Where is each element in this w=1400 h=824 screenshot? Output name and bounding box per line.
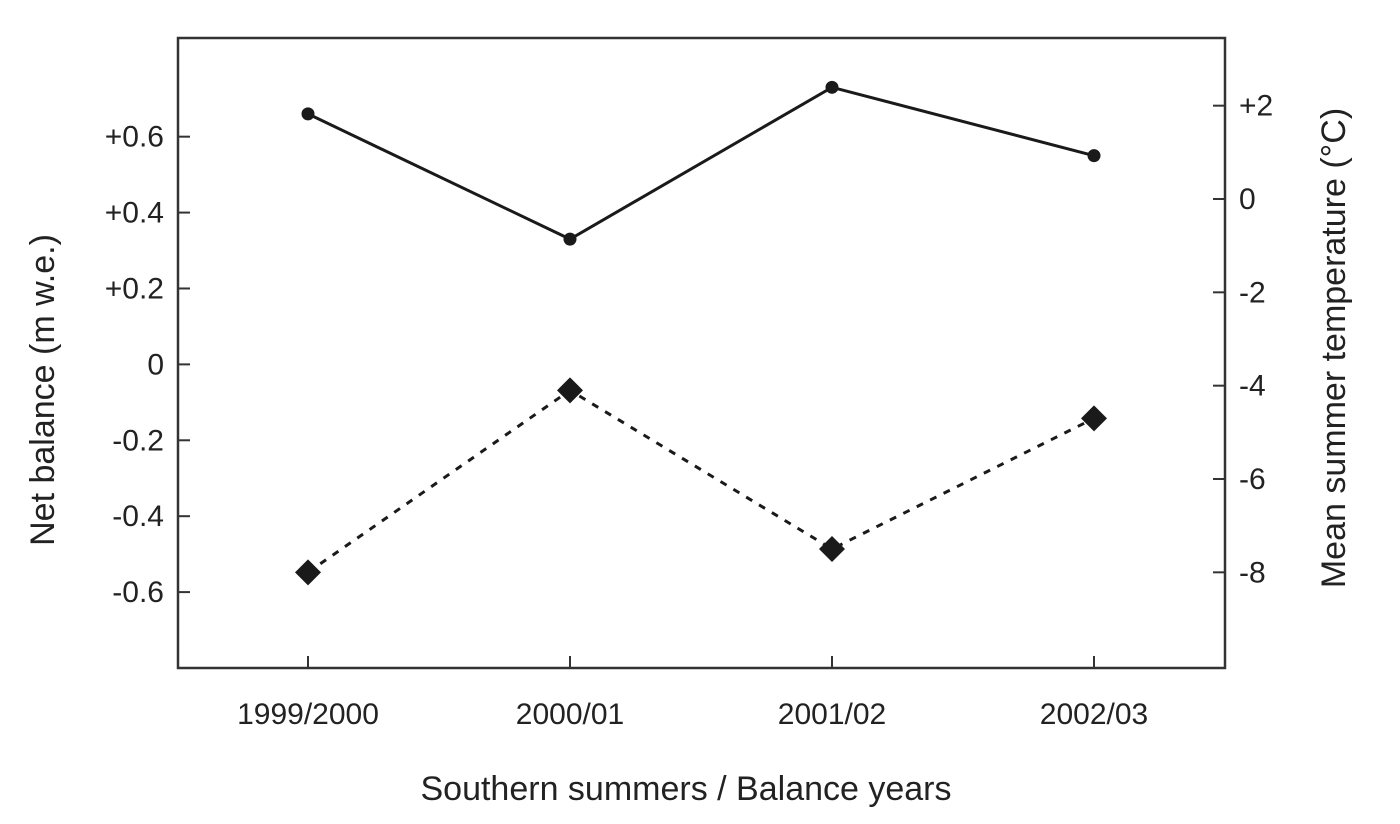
- right-tick-label: 0: [1239, 183, 1256, 216]
- left-tick-label: +0.2: [105, 272, 164, 305]
- left-axis-title: Net balance (m w.e.): [24, 234, 62, 546]
- x-tick-label: 1999/2000: [237, 698, 379, 731]
- x-tick-label: 2002/03: [1040, 698, 1148, 731]
- series-1-point: [301, 107, 315, 121]
- right-tick-label: +2: [1239, 90, 1273, 123]
- left-tick-label: +0.6: [105, 121, 164, 154]
- right-tick-label: -4: [1239, 370, 1266, 403]
- x-tick-label: 2001/02: [778, 698, 886, 731]
- left-tick-label: -0.2: [112, 424, 164, 457]
- left-tick-label: 0: [147, 348, 164, 381]
- series-2-point: [819, 536, 845, 562]
- series-1-line: [307, 85, 1095, 241]
- left-tick-label: -0.6: [112, 576, 164, 609]
- plot-frame: [176, 36, 1227, 670]
- series-layer: [295, 80, 1107, 586]
- series-2-line: [307, 388, 1095, 574]
- right-tick-label: -6: [1239, 463, 1266, 496]
- series-2-point: [295, 559, 321, 586]
- series-1-point: [1087, 149, 1101, 163]
- x-axis-title: Southern summers / Balance years: [420, 770, 951, 808]
- series-2-point: [1081, 405, 1107, 432]
- x-axis-ticks: 1999/2000 2000/01 2001/02 2002/03: [237, 656, 1148, 731]
- series-1-point: [825, 80, 839, 94]
- series-1-point: [563, 232, 577, 246]
- series-2-point: [557, 377, 583, 404]
- x-tick-label: 2000/01: [516, 698, 624, 731]
- right-axis-title: Mean summer temperature (°C): [1315, 108, 1353, 588]
- left-axis-ticks: +0.6 +0.4 +0.2 0 -0.2 -0.4 -0.6: [105, 121, 190, 609]
- left-tick-label: +0.4: [105, 197, 164, 230]
- right-tick-label: -8: [1239, 556, 1266, 589]
- right-tick-label: -2: [1239, 276, 1266, 309]
- left-tick-label: -0.4: [112, 500, 164, 533]
- right-axis-ticks: +2 0 -2 -4 -6 -8: [1213, 90, 1273, 589]
